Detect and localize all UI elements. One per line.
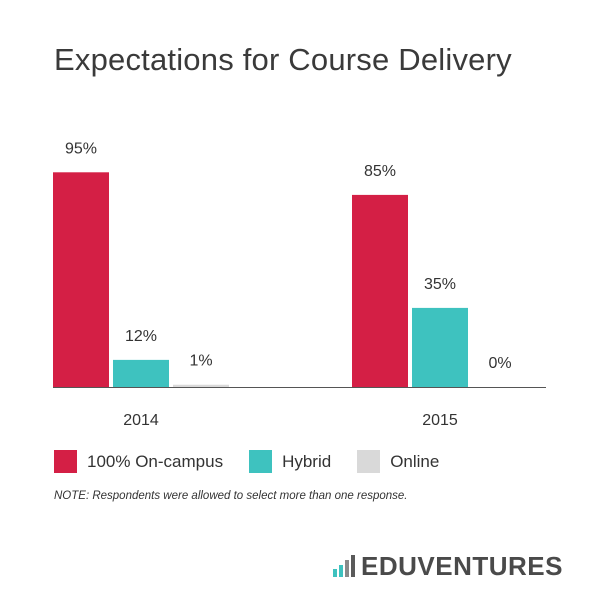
- legend-swatch-on-campus: [54, 450, 77, 473]
- logo-icon-bar: [351, 555, 355, 577]
- data-label-hybrid-2014: 12%: [125, 328, 157, 345]
- bar-chart: 95% 12% 1% 2014 85% 35% 0% 2015: [53, 140, 546, 429]
- bars-logo-icon: [333, 555, 357, 577]
- bar-on-campus-2015: [352, 194, 408, 387]
- legend-label-on-campus: 100% On-campus: [87, 451, 224, 471]
- legend-swatch-online: [357, 450, 381, 473]
- legend-swatch-hybrid: [249, 450, 273, 473]
- x-tick-label-2015: 2015: [422, 412, 458, 429]
- legend-label-hybrid: Hybrid: [282, 451, 332, 471]
- eduventures-logo: EDUVENTURES: [333, 551, 563, 581]
- bar-on-campus-2014: [53, 172, 109, 387]
- legend: 100% On-campus Hybrid Online: [54, 450, 465, 473]
- bar-hybrid-2015: [412, 307, 468, 387]
- x-tick-label-2014: 2014: [123, 412, 159, 429]
- data-label-on-campus-2015: 85%: [364, 163, 396, 180]
- data-label-online-2015: 0%: [488, 355, 511, 372]
- data-label-hybrid-2015: 35%: [424, 276, 456, 293]
- logo-icon-bar: [339, 565, 343, 577]
- chart-title: Expectations for Course Delivery: [54, 42, 512, 77]
- legend-item-on-campus: 100% On-campus: [54, 450, 223, 473]
- data-label-on-campus-2014: 95%: [65, 140, 97, 157]
- footnote: NOTE: Respondents were allowed to select…: [54, 490, 408, 502]
- logo-icon-bar: [345, 560, 349, 577]
- logo-icon-bar: [333, 569, 337, 577]
- bar-hybrid-2014: [113, 359, 169, 387]
- legend-item-online: Online: [357, 450, 439, 473]
- legend-label-online: Online: [390, 451, 440, 471]
- legend-item-hybrid: Hybrid: [249, 450, 331, 473]
- data-label-online-2014: 1%: [189, 353, 212, 370]
- bar-online-2014: [173, 384, 229, 387]
- logo-text: EDUVENTURES: [361, 551, 563, 581]
